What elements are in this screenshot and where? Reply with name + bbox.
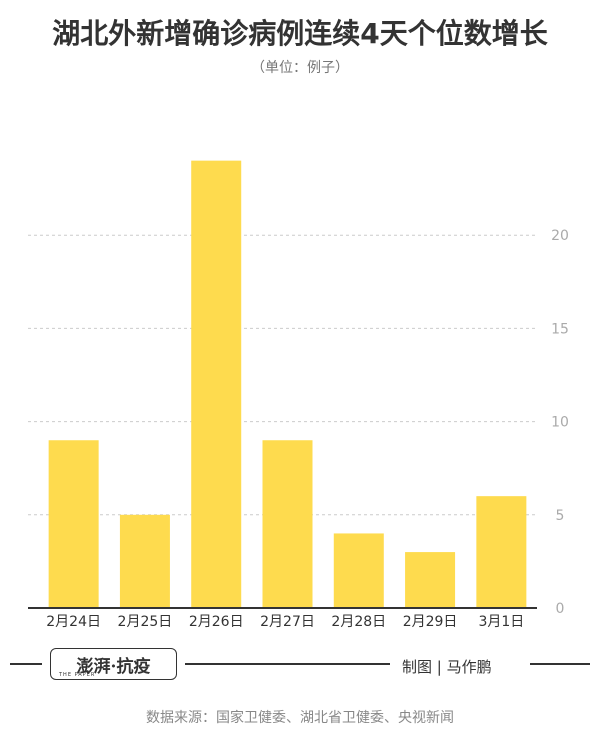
footer-divider-right bbox=[530, 663, 590, 665]
y-tick-label: 5 bbox=[556, 508, 565, 524]
y-tick-label: 10 bbox=[551, 415, 569, 431]
bar-chart: 0 5 10 15 20 2月24日 2月25日 2月26日 2月27日 2月28日 2月29日 3月… bbox=[28, 160, 569, 630]
x-tick-label: 2月27日 bbox=[260, 614, 315, 630]
x-tick-label: 2月29日 bbox=[403, 614, 458, 630]
bar bbox=[119, 514, 170, 608]
bar bbox=[191, 160, 242, 608]
bar bbox=[476, 496, 527, 608]
logo-text: 澎湃·抗疫 bbox=[76, 656, 151, 677]
logo-subtext: THE PAPER bbox=[59, 672, 96, 678]
y-tick-label: 0 bbox=[556, 601, 565, 617]
x-tick-label: 2月28日 bbox=[331, 614, 386, 630]
x-tick-label: 2月26日 bbox=[189, 614, 244, 630]
chart-credit: 制图 | 马作鹏 bbox=[402, 658, 492, 676]
y-tick-label: 20 bbox=[551, 228, 569, 244]
bar bbox=[48, 440, 99, 608]
y-tick-label: 15 bbox=[551, 321, 569, 337]
chart-title: 湖北外新增确诊病例连续4天个位数增长 bbox=[52, 17, 548, 50]
x-tick-label: 2月24日 bbox=[46, 614, 101, 630]
footer-divider-middle bbox=[185, 663, 390, 665]
logo: 澎湃·抗疫 THE PAPER bbox=[50, 648, 177, 680]
x-tick-label: 3月1日 bbox=[478, 614, 524, 630]
bar bbox=[262, 440, 313, 608]
bar bbox=[405, 552, 456, 608]
data-source: 数据来源：国家卫健委、湖北省卫健委、央视新闻 bbox=[146, 710, 454, 726]
footer-divider-left bbox=[10, 663, 42, 665]
bar bbox=[333, 533, 384, 608]
x-tick-label: 2月25日 bbox=[118, 614, 173, 630]
chart-subtitle: （单位：例子） bbox=[251, 60, 349, 76]
